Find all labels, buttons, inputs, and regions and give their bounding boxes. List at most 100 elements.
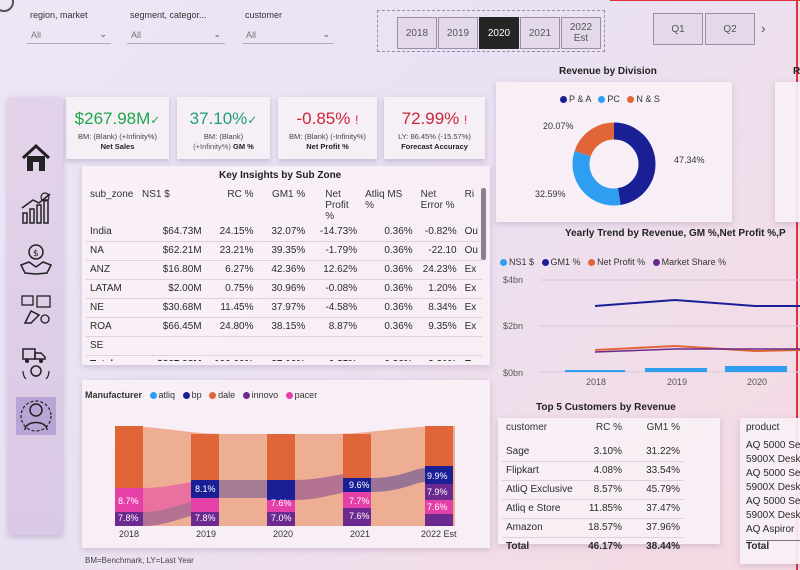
slicer-region-label: region, market [30,10,88,20]
table-cell: -14.73% [309,222,362,242]
table-cell [257,336,310,356]
col-product[interactable]: product [746,422,780,433]
year-2021-button[interactable]: 2021 [520,17,560,49]
product-list: product AQ 5000 Se 5900X Desk AQ 5000 Se 59… [746,422,800,552]
ribbon-label: 7.0% [271,513,292,523]
ribbon-col-2021[interactable] [343,434,371,526]
product-item[interactable]: 5900X Desk [746,510,800,521]
slicer-customer-label: customer [245,10,283,20]
kpi-forecast-accuracy[interactable]: 72.99% ! LY: 86.45% (-15.57%) Forecast A… [384,97,485,159]
table-row[interactable]: Atliq e Store 11.85% 37.47% [502,499,684,519]
table-row[interactable]: ROA $66.45M 24.80% 38.15% 8.87% 0.36% 9.35% Ex [86,317,482,337]
table-cell: -0.85% [309,354,362,361]
kpi-net-sales[interactable]: $267.98M✓ BM: (Blank) (+Infinity%) Net S… [66,97,169,159]
legend-dale: dale [218,390,236,400]
table-row[interactable]: LATAM $2.00M 0.75% 30.96% -0.08% 0.36% 1.20% Ex [86,279,482,299]
product-item[interactable]: AQ 5000 Se [746,496,800,507]
table-row[interactable]: Flipkart 4.08% 33.54% [502,461,684,481]
table-cell: 9.35% [416,317,461,337]
svg-text:$: $ [33,249,39,259]
table-cell: 46.17% [580,536,626,555]
trend-bar-2020[interactable] [725,366,787,372]
year-2018-button[interactable]: 2018 [397,17,437,49]
slicer-segment-dropdown[interactable]: All ⌄ [127,27,225,44]
col-gm1[interactable]: GM1 % [271,189,306,200]
ribbon-col-2020[interactable] [267,434,295,526]
sub-zone-scrollbar[interactable] [481,188,486,260]
year-2022-est-button[interactable]: 2022 Est [561,17,601,49]
table-row[interactable]: AtliQ Exclusive 8.57% 45.79% [502,480,684,500]
table-row[interactable]: Amazon 18.57% 37.96% [502,518,684,538]
col-net-error[interactable]: Net Error % [420,189,455,211]
sales-handshake-icon[interactable]: $ [16,241,56,279]
division-donut[interactable] [568,118,660,210]
col-ns1[interactable]: NS1 $ [141,189,170,200]
kpi-net-sales-value: $267.98M [74,109,151,128]
check-icon: ✓ [150,113,161,127]
product-card [740,418,800,564]
marketing-icon[interactable] [16,291,56,329]
table-row[interactable]: NE $30.68M 11.45% 37.97% -4.58% 0.36% 8.34% Ex [86,298,482,318]
product-item[interactable]: AQ Aspiror [746,524,795,535]
col-net-profit[interactable]: Net Profit % [325,189,349,222]
kpi-gm[interactable]: 37.10%✓ BM: (Blank) (+Infinity%) GM % [177,97,270,159]
product-item[interactable]: AQ 5000 Se [746,440,800,451]
trend-line-gm1[interactable] [594,298,800,307]
trend-bar-2019[interactable] [645,368,707,372]
kpi-forecast-label: Forecast Accuracy [401,142,468,151]
trend-title: Yearly Trend by Revenue, GM %,Net Profit… [565,228,786,239]
close-edge-top [610,0,800,1]
slicer-customer-dropdown[interactable]: All ⌄ [242,27,334,44]
col-rc[interactable]: RC % [227,189,254,200]
table-row[interactable]: NA $62.21M 23.21% 39.35% -1.79% 0.36% -22.10 Ou [86,241,482,261]
ribbon-col-2022-est[interactable] [425,426,453,526]
table-cell: $64.73M [137,222,206,242]
table-row[interactable]: India $64.73M 24.15% 32.07% -14.73% 0.36% -0.8… [86,222,482,242]
chevron-right-icon[interactable]: › [761,20,766,36]
quarter-q1-button[interactable]: Q1 [653,13,703,45]
finance-chart-icon[interactable] [16,189,56,227]
kpi-net-profit[interactable]: -0.85% ! BM: (Blank) (-Infinity%) Net Pr… [278,97,377,159]
col-risk[interactable]: Ri [464,189,475,200]
product-item[interactable]: 5900X Desk [746,454,800,465]
col-customer-rc[interactable]: RC % [595,422,622,433]
executive-icon[interactable] [16,397,56,435]
product-item[interactable]: AQ 5000 Se [746,468,800,479]
trend-line-market-share[interactable] [594,348,800,353]
ribbon-col-2019[interactable] [191,434,219,526]
year-2020-button[interactable]: 2020 [479,17,519,49]
donut-slice-pc[interactable] [572,122,656,206]
product-item[interactable]: 5900X Desk [746,482,800,493]
table-cell: $16.80M [137,260,206,280]
table-cell: 8.57% [580,480,626,500]
table-row[interactable]: Sage 3.10% 31.22% [502,442,684,462]
table-cell: $66.45M [137,317,206,337]
col-customer[interactable]: customer [506,422,548,433]
home-icon[interactable] [16,139,56,177]
ribbon-x-2020: 2020 [273,529,294,539]
sub-zone-header-row: sub_zone NS1 $ RC % GM1 % Net Profit % A… [86,189,482,222]
quarter-q2-button[interactable]: Q2 [705,13,755,45]
col-sub-zone[interactable]: sub_zone [90,189,134,200]
col-atliq-ms[interactable]: Atliq MS % [365,189,403,211]
table-cell [361,336,417,356]
table-row[interactable]: ANZ $16.80M 6.27% 42.36% 12.62% 0.36% 24.23% Ex [86,260,482,280]
col-customer-gm1[interactable]: GM1 % [646,422,680,433]
table-cell [137,336,206,356]
table-cell: 0.36% [361,241,417,261]
ribbon-label: 8.1% [195,484,216,494]
table-row[interactable]: SE [86,336,482,356]
table-cell: 1.20% [416,279,461,299]
supply-chain-icon[interactable] [16,343,56,381]
year-2019-button[interactable]: 2019 [438,17,478,49]
trend-plot[interactable] [540,270,800,376]
ribbon-label: 7.6% [349,511,370,521]
table-cell: 24.15% [205,222,258,242]
ribbon-col-2018[interactable] [115,426,143,526]
back-icon[interactable] [0,0,14,12]
donut-slice-ns[interactable] [572,122,656,206]
manufacturer-ribbon-chart[interactable] [115,420,455,526]
manufacturer-legend: Manufacturer atliq bp dale innovo pacer [85,390,317,400]
slicer-region-dropdown[interactable]: All ⌄ [27,27,111,44]
trend-bar-2018[interactable] [565,370,625,372]
